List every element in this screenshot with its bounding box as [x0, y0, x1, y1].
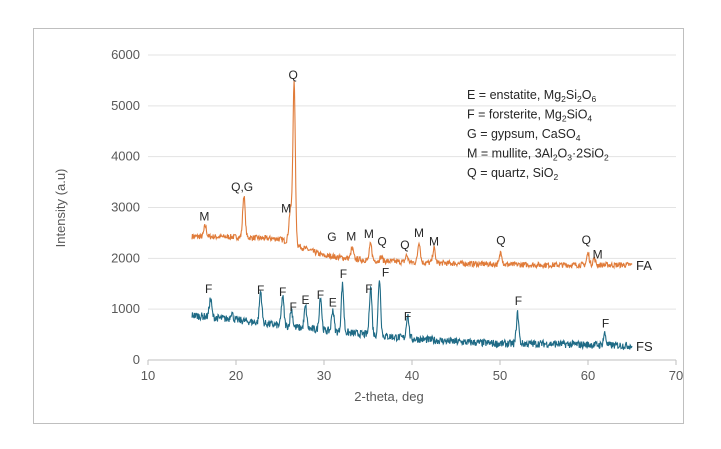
series-labels: FA FS [636, 258, 653, 354]
x-tick-label: 50 [493, 368, 507, 383]
peak-label: F [602, 316, 609, 330]
peak-label: F [290, 300, 297, 314]
peak-label: F [317, 288, 324, 302]
series-label-FA: FA [636, 258, 652, 273]
peak-label: F [257, 283, 264, 297]
x-tick-label: 20 [229, 368, 243, 383]
peak-label: G [327, 230, 336, 244]
x-tick-label: 70 [669, 368, 683, 383]
series-group [191, 80, 633, 351]
peak-label: Q [377, 235, 386, 249]
legend-entry: Q = quartz, SiO2​ [467, 166, 559, 182]
y-axis-ticks: 0 1000 2000 3000 4000 5000 6000 [111, 47, 140, 367]
peak-label: F [382, 266, 389, 280]
peak-label: F [365, 282, 372, 296]
peak-label: F [205, 282, 212, 296]
series-label-FS: FS [636, 339, 653, 354]
peak-label: E [302, 293, 310, 307]
y-axis-title: Intensity (a.u) [53, 169, 68, 248]
peak-label: M [281, 202, 291, 216]
peak-label: F [515, 294, 522, 308]
peak-label: Q,G [231, 180, 253, 194]
peak-label: M [593, 247, 603, 261]
series-line-FA [191, 80, 633, 270]
peak-label: F [404, 309, 411, 323]
gridlines [148, 54, 676, 361]
y-tick-label: 5000 [111, 98, 140, 113]
x-tick-label: 60 [581, 368, 595, 383]
legend-entry: E = enstatite, Mg2​Si2​O6​ [467, 88, 597, 104]
peak-label: E [329, 296, 337, 310]
peak-label: F [279, 285, 286, 299]
peak-label: M [429, 235, 439, 249]
y-tick-label: 2000 [111, 250, 140, 265]
y-tick-label: 1000 [111, 301, 140, 316]
y-tick-label: 0 [133, 352, 140, 367]
peak-label: M [346, 230, 356, 244]
legend-entry: M = mullite, 3Al2​O3​·2SiO2​ [467, 147, 609, 163]
peak-label: M [364, 227, 374, 241]
legend-entry: G = gypsum, CaSO4​ [467, 127, 581, 143]
y-tick-label: 6000 [111, 47, 140, 62]
y-tick-label: 3000 [111, 200, 140, 215]
series-line-FS [191, 280, 633, 351]
y-tick-label: 4000 [111, 149, 140, 164]
x-tick-label: 10 [141, 368, 155, 383]
peak-label: F [340, 267, 347, 281]
peak-label: Q [400, 238, 409, 252]
peak-label: Q [289, 68, 298, 82]
peak-label: M [414, 226, 424, 240]
peak-label: Q [496, 234, 505, 248]
x-tick-label: 30 [317, 368, 331, 383]
peak-label: Q [582, 233, 591, 247]
x-tick-label: 40 [405, 368, 419, 383]
phase-legend: E = enstatite, Mg2​Si2​O6​ F = forsterite… [467, 88, 609, 182]
chart-frame [33, 28, 684, 424]
x-axis-ticks: 10 20 30 40 50 60 70 [141, 360, 683, 383]
x-axis-title: 2-theta, deg [354, 389, 423, 404]
legend-entry: F = forsterite, Mg2​SiO4​ [467, 108, 592, 124]
peak-label: M [199, 210, 209, 224]
